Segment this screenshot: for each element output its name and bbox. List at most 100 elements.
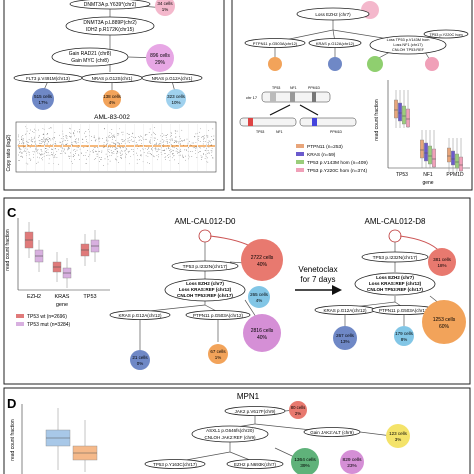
c-d8-node-2 [354, 272, 436, 296]
cnv-point [187, 142, 189, 144]
cnv-point [68, 148, 69, 150]
cnv-point [139, 139, 141, 141]
c-d8-title: AML-CAL012-D8 [365, 217, 426, 226]
cnv-point [50, 154, 52, 155]
cnv-point [106, 137, 107, 138]
cnv-point [179, 144, 181, 145]
cnv-point [153, 131, 154, 133]
cnv-point [119, 151, 121, 153]
cnv-point [24, 150, 26, 152]
cnv-point [206, 135, 208, 137]
cnv-point [163, 146, 165, 148]
cnv-point [153, 137, 155, 139]
cnv-point [70, 128, 71, 130]
cnv-point [133, 154, 134, 156]
tr-box [394, 99, 398, 119]
cnv-point [132, 132, 134, 134]
cnv-point [195, 147, 197, 148]
cnv-point [155, 149, 156, 151]
panel-top-right: Loss EZH2 (chr7) PTPN11 p.G503A(chr12) K… [231, 0, 473, 191]
cnv-point [120, 155, 121, 157]
cnv-point [87, 142, 89, 144]
c-d8-p3: 60% [439, 324, 450, 330]
tl-node-3 [51, 47, 129, 67]
cnv-point [24, 146, 25, 148]
cnv-point [200, 156, 202, 158]
cnv-point [25, 126, 26, 128]
cnv-point [75, 142, 77, 144]
cnv-point [54, 132, 56, 134]
cnv-point [195, 149, 196, 151]
cnv-point [131, 139, 132, 141]
cnv-point [115, 149, 116, 150]
tl-mut5: NRAS p.G12S(chr1) [92, 76, 133, 81]
cnv-point [210, 150, 212, 151]
cnv-point [26, 140, 28, 142]
d-node-3 [303, 427, 361, 437]
cnv-point [207, 149, 209, 151]
cnv-point [78, 139, 79, 141]
cnv-point [61, 144, 63, 145]
tl-clone-5 [103, 90, 121, 108]
cnv-point [92, 152, 94, 153]
cnv-point [108, 152, 110, 153]
c-d0-p1: 40% [257, 262, 268, 268]
cnv-point [24, 147, 26, 149]
c-arrow-head [332, 285, 342, 295]
cnv-point [19, 147, 20, 148]
d-m2b: CNLOH JAK2:REF (chr9) [204, 435, 256, 440]
cnv-point [180, 142, 181, 144]
c-ylabel: read count fraction [5, 229, 11, 271]
cnv-point [123, 140, 125, 141]
cnv-point [69, 132, 71, 133]
cnv-point [198, 139, 199, 141]
tl-mut6: NRAS p.G12A(chr1) [152, 76, 193, 81]
d-p1: 2% [295, 411, 301, 416]
cnv-point [105, 153, 107, 155]
cnv-point [213, 139, 215, 141]
cnv-point [106, 144, 107, 145]
tl-c4: 515 cells [34, 94, 53, 99]
cnv-point [79, 131, 81, 132]
cnv-point [151, 148, 152, 149]
d-clone-5 [340, 450, 364, 474]
d-m5: EZH2 p.N693K(chr7) [234, 462, 277, 467]
cnv-point [167, 141, 168, 142]
cnv-point [34, 136, 36, 138]
tr-boxplot [394, 90, 463, 172]
cnv-point [117, 150, 118, 152]
cnv-point [118, 162, 119, 163]
cnv-point [36, 149, 38, 151]
tr-box [432, 148, 436, 168]
cnv-point [167, 155, 168, 157]
cnv-point [147, 162, 148, 164]
cnv-point [194, 147, 195, 148]
cnv-point [45, 139, 46, 141]
cnv-point [148, 152, 150, 154]
cnv-point [74, 135, 75, 137]
cnv-point [55, 141, 56, 143]
cnv-point [139, 159, 140, 160]
tr-xtick-3: PPM1D [446, 172, 464, 178]
cnv-point [38, 135, 40, 137]
cnv-point [163, 149, 165, 151]
cnv-point [145, 138, 147, 140]
cnv-point [182, 154, 183, 156]
cnv-point [19, 141, 20, 143]
cnv-point [197, 136, 199, 138]
tl-p6: 10% [171, 100, 180, 105]
cnv-point [152, 155, 154, 157]
cnv-point [149, 163, 150, 164]
d-clone-4 [291, 448, 319, 474]
cnv-point [47, 137, 49, 139]
cnv-point [142, 137, 144, 139]
cnv-point [172, 147, 174, 149]
cnv-point [138, 136, 139, 138]
cnv-point [186, 150, 187, 151]
tr-gene-bot-2: NF1 [276, 130, 283, 134]
cnv-point [67, 147, 69, 149]
cnv-point [122, 146, 123, 148]
cnv-point [42, 154, 44, 155]
cnv-point [23, 138, 24, 140]
c-d0-node-4 [185, 310, 251, 320]
